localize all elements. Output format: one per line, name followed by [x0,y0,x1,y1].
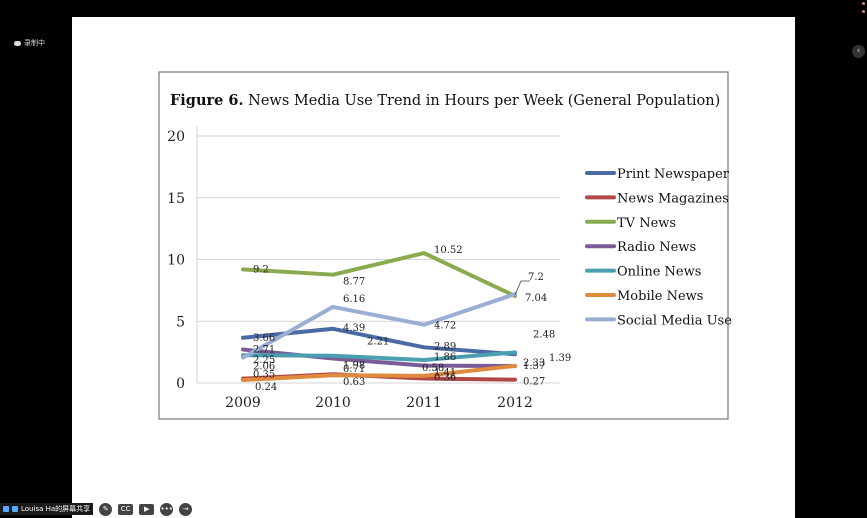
series-line-social-media-use [241,292,517,360]
data-label: 9.2 [253,264,269,275]
left-panel [0,17,72,518]
right-panel [795,17,867,518]
status-dot [862,2,865,5]
data-label: 2.71 [253,345,275,356]
data-label: 6.16 [343,294,365,305]
data-label: 1.41 [434,368,456,379]
data-label: 2.48 [533,329,555,340]
data-label: 2.06 [253,362,275,373]
data-label: 1.86 [434,352,456,363]
data-label: 0.24 [255,382,277,393]
recording-indicator: 录制中 [14,38,45,48]
annotate-icon[interactable]: ✎ [99,502,113,516]
chart-title: Figure 6. News Media Use Trend in Hours … [170,92,720,109]
legend-label: Mobile News [617,289,703,304]
data-label: 2.89 [434,341,456,352]
data-label: 2.21 [367,337,389,348]
recording-label: 录制中 [24,39,45,47]
data-label: 0.35 [253,370,275,381]
data-label: 7.2 [528,272,544,283]
data-label: 10.52 [434,245,463,256]
series-line-online-news [241,350,517,363]
presenter-badge: Louisa Ha的屏幕共享 [0,503,94,515]
y-tick-label: 10 [167,253,185,269]
arrow-right-icon[interactable]: → [179,502,193,516]
series-line-tv-news [241,251,517,299]
data-label: 0.58 [422,363,444,374]
legend-label: Social Media Use [617,313,732,328]
y-tick-label: 5 [176,314,185,330]
top-bar [0,0,867,17]
data-label: 2.25 [253,355,275,366]
data-label: 4.39 [343,323,365,334]
data-label: 1.39 [549,353,571,364]
legend-label: News Magazines [617,191,729,206]
x-tick-label: 2012 [497,395,533,411]
presenter-label: Louisa Ha的屏幕共享 [21,505,91,513]
x-tick-label: 2009 [225,395,261,411]
data-label: 0.63 [343,377,365,388]
y-tick-label: 20 [167,129,185,145]
slide: Figure 6. News Media Use Trend in Hours … [72,17,795,518]
data-label: 0.27 [523,377,545,388]
data-label: 2.33 [523,358,545,369]
screen-icon [12,506,18,512]
status-dot [862,10,865,13]
data-label: 0.36 [434,373,456,384]
cloud-icon [14,40,21,46]
chart-frame [158,71,729,420]
y-tick-label: 15 [167,191,185,207]
chart: Figure 6. News Media Use Trend in Hours … [158,71,732,420]
legend-label: TV News [617,216,676,231]
series-line-mobile-news [241,363,517,383]
person-icon [3,506,9,512]
more-icon[interactable]: ••• [160,502,174,516]
y-tick-label: 0 [176,376,185,392]
data-label: 8.77 [343,277,365,288]
label-leader [514,280,530,296]
video-icon[interactable]: ▶ [139,503,155,515]
x-tick-label: 2011 [406,395,442,411]
meeting-toolbar: Louisa Ha的屏幕共享 ✎ CC ▶ ••• → [0,500,200,518]
x-tick-label: 2010 [315,395,351,411]
legend-label: Print Newspaper [617,167,730,182]
data-label: 3.66 [253,333,275,344]
data-label: 1.98 [343,361,365,372]
legend-label: Online News [617,265,701,280]
data-label: 1.37 [523,361,545,372]
captions-button[interactable]: CC [118,503,134,515]
collapse-panel-button[interactable]: ‹ [852,45,865,58]
legend-label: Radio News [617,240,696,255]
data-label: 0.71 [343,364,365,375]
data-label: 4.72 [434,321,456,332]
data-label: 7.04 [525,293,547,304]
